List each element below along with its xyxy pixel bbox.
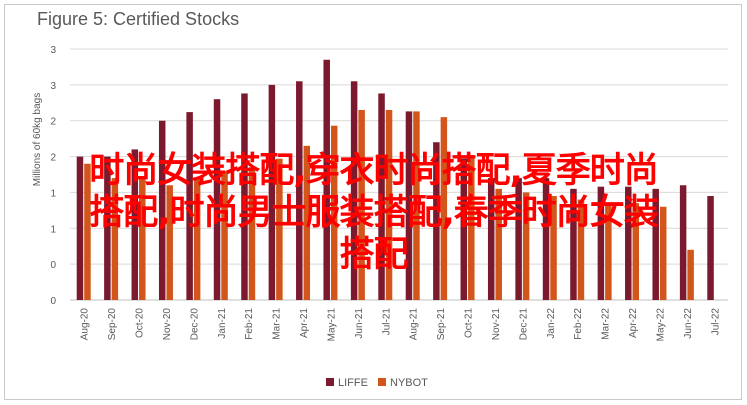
bar-liffe [460, 158, 468, 300]
x-tick-label: May-22 [655, 308, 666, 342]
chart-frame [4, 4, 742, 400]
bar-liffe [378, 93, 385, 300]
x-tick-label: Jan-22 [546, 308, 557, 339]
y-tick-label: 2 [50, 153, 56, 164]
x-tick-label: Aug-20 [80, 308, 91, 341]
bar-nybot [166, 185, 173, 300]
y-tick-label: 3 [50, 45, 56, 56]
bar-nybot [687, 249, 694, 300]
x-tick-label: Nov-21 [491, 308, 502, 341]
bar-nybot [139, 178, 146, 300]
bar-nybot [193, 178, 201, 300]
bar-nybot [84, 163, 91, 300]
bar-liffe [186, 112, 193, 300]
bar-nybot [221, 170, 228, 300]
bar-liffe [625, 186, 632, 300]
y-tick-label: 0 [50, 260, 56, 271]
bar-liffe [652, 188, 659, 300]
bar-nybot [248, 167, 256, 300]
bar-liffe [158, 120, 166, 300]
bar-liffe [76, 156, 84, 300]
bar-nybot [330, 125, 338, 300]
x-tick-label: Apr-22 [628, 308, 639, 338]
bar-nybot [358, 109, 365, 300]
bar-nybot [385, 109, 393, 300]
bar-liffe [707, 196, 714, 300]
legend-label-liffe: LIFFE [338, 377, 368, 389]
x-tick-label: Apr-21 [299, 308, 310, 338]
bar-liffe [241, 93, 248, 300]
x-tick-label: Aug-21 [409, 308, 420, 341]
y-axis-label: Millions of 60kg bags [32, 93, 43, 186]
bar-nybot [495, 188, 502, 300]
bar-liffe [679, 185, 687, 300]
x-tick-label: Jan-21 [217, 308, 228, 339]
legend-swatch-liffe [326, 378, 334, 386]
bar-nybot [276, 158, 283, 300]
x-tick-label: Jun-21 [354, 308, 365, 339]
x-tick-label: Jul-22 [710, 308, 721, 336]
y-tick-label: 1 [50, 224, 56, 235]
y-tick-label: 2 [50, 117, 56, 128]
watermark-overlay-text: 时尚女装搭配,穿衣时尚搭配,夏季时尚 搭配,时尚男士服装搭配,春季时尚女装 搭配 [0, 150, 747, 276]
x-tick-label: Sep-21 [436, 308, 447, 341]
bar-liffe [405, 111, 413, 301]
bar-liffe [350, 81, 358, 301]
y-tick-label: 3 [50, 81, 56, 92]
bar-liffe [296, 81, 303, 301]
bar-liffe [542, 178, 550, 300]
overlay-line-3: 搭配 [339, 235, 408, 275]
bar-nybot [468, 155, 475, 300]
x-tick-label: Feb-22 [573, 308, 584, 340]
x-tick-label: Jun-22 [683, 308, 694, 339]
y-tick-label: 1 [50, 188, 56, 199]
bar-liffe [131, 149, 139, 300]
bar-nybot [632, 203, 640, 300]
bar-nybot [605, 205, 612, 300]
chart-title: Figure 5: Certified Stocks [37, 9, 240, 29]
x-tick-label: Mar-21 [272, 308, 283, 340]
overlay-line-2: 搭配,时尚男士服装搭配,春季时尚女装 [89, 193, 659, 233]
bar-liffe [597, 186, 605, 300]
overlay-line-1: 时尚女装搭配,穿衣时尚搭配,夏季时尚 [89, 151, 659, 191]
legend-swatch-nybot [378, 378, 386, 386]
bar-nybot [303, 145, 311, 300]
bar-liffe [487, 178, 495, 300]
bar-liffe [213, 99, 221, 300]
bar-nybot [111, 178, 119, 300]
bar-nybot [550, 196, 557, 300]
x-tick-label: Feb-21 [244, 308, 255, 340]
bar-liffe [570, 188, 577, 300]
x-tick-label: Oct-21 [464, 308, 475, 338]
bar-liffe [268, 84, 276, 300]
bar-nybot [413, 111, 420, 301]
x-tick-label: Oct-20 [135, 308, 146, 338]
bar-nybot [522, 192, 530, 300]
x-tick-label: Dec-20 [189, 308, 200, 341]
bar-nybot [440, 117, 448, 300]
x-tick-label: May-21 [326, 308, 337, 342]
y-tick-label: 0 [50, 296, 56, 307]
bar-liffe [433, 142, 440, 300]
bar-liffe [104, 156, 111, 300]
x-tick-label: Nov-20 [162, 308, 173, 341]
bar-liffe [323, 59, 330, 300]
legend-label-nybot: NYBOT [390, 377, 428, 389]
bar-liffe [515, 178, 522, 300]
x-tick-label: Mar-22 [601, 308, 612, 340]
x-tick-label: Dec-21 [518, 308, 529, 341]
bar-nybot [659, 206, 667, 300]
bar-nybot [577, 199, 585, 300]
x-tick-label: Jul-21 [381, 308, 392, 336]
x-tick-label: Sep-20 [107, 308, 118, 341]
